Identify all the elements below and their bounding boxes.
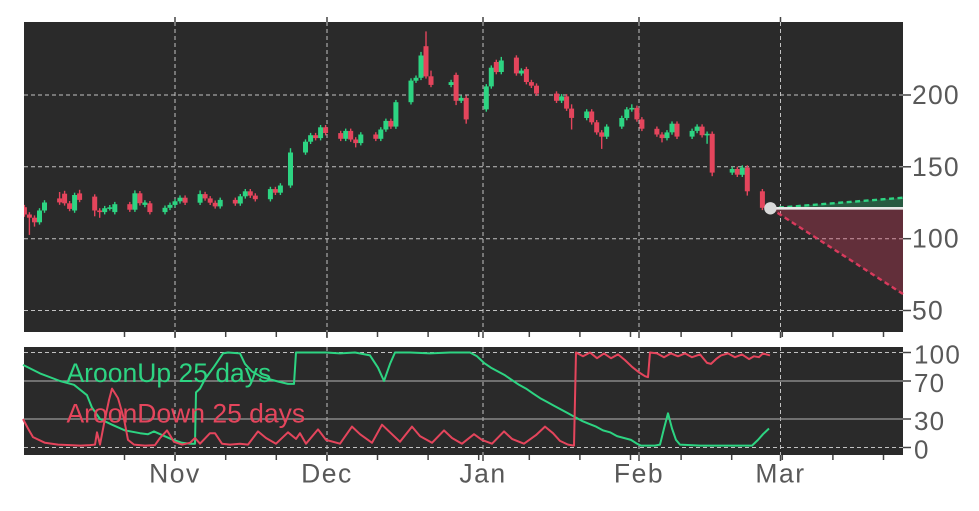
svg-text:200: 200 — [912, 80, 960, 110]
svg-text:150: 150 — [912, 152, 960, 182]
svg-text:Mar: Mar — [755, 459, 805, 489]
svg-text:AroonUp 25 days: AroonUp 25 days — [67, 358, 272, 388]
svg-text:Dec: Dec — [301, 459, 353, 489]
svg-text:100: 100 — [912, 224, 960, 254]
svg-text:100: 100 — [914, 340, 961, 370]
svg-text:Feb: Feb — [614, 459, 664, 489]
svg-text:AroonDown 25 days: AroonDown 25 days — [67, 399, 306, 429]
svg-text:Nov: Nov — [149, 459, 201, 489]
svg-text:Jan: Jan — [459, 459, 506, 489]
svg-text:50: 50 — [912, 296, 944, 326]
svg-text:70: 70 — [914, 368, 945, 398]
svg-text:0: 0 — [914, 435, 930, 465]
svg-text:30: 30 — [914, 406, 945, 436]
